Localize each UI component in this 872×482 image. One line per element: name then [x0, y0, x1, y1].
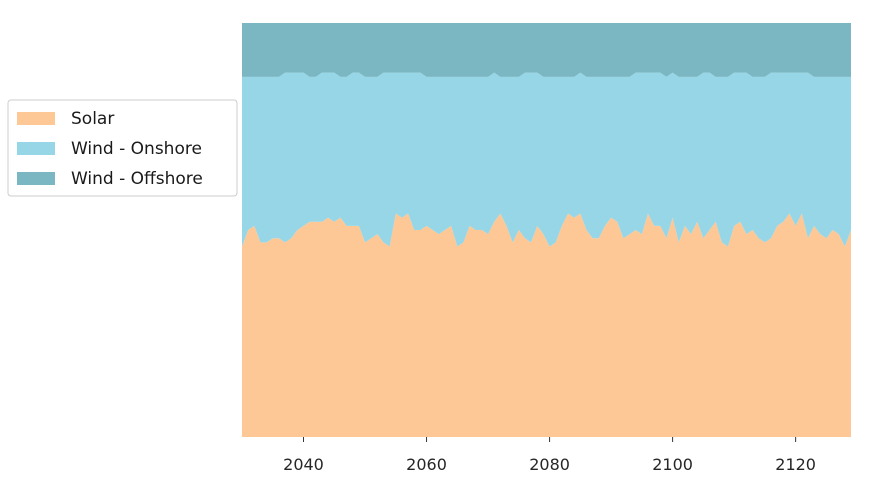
legend-items: Solar Wind - Onshore Wind - Offshore: [17, 109, 203, 189]
plot-area: [242, 23, 851, 437]
legend-label: Wind - Offshore: [71, 169, 203, 189]
x-axis: 2040 2060 2080 2100 2120: [283, 437, 816, 474]
x-tick-label: 2040: [283, 455, 324, 474]
legend-frame: [7, 99, 238, 197]
x-tick-label: 2080: [529, 455, 570, 474]
x-tick-label: 2120: [775, 455, 816, 474]
legend-swatch: [17, 142, 55, 155]
x-tick-label: 2060: [406, 455, 447, 474]
legend-label: Wind - Onshore: [71, 139, 202, 159]
legend-swatch: [17, 112, 55, 125]
series-area-wind-onshore: [242, 72, 851, 247]
legend-swatch: [17, 172, 55, 185]
legend-label: Solar: [71, 109, 114, 129]
series-area-wind-offshore: [242, 23, 851, 77]
legend: Solar Wind - Onshore Wind - Offshore: [7, 99, 238, 197]
x-tick-label: 2100: [652, 455, 693, 474]
series-area-solar: [242, 213, 851, 437]
